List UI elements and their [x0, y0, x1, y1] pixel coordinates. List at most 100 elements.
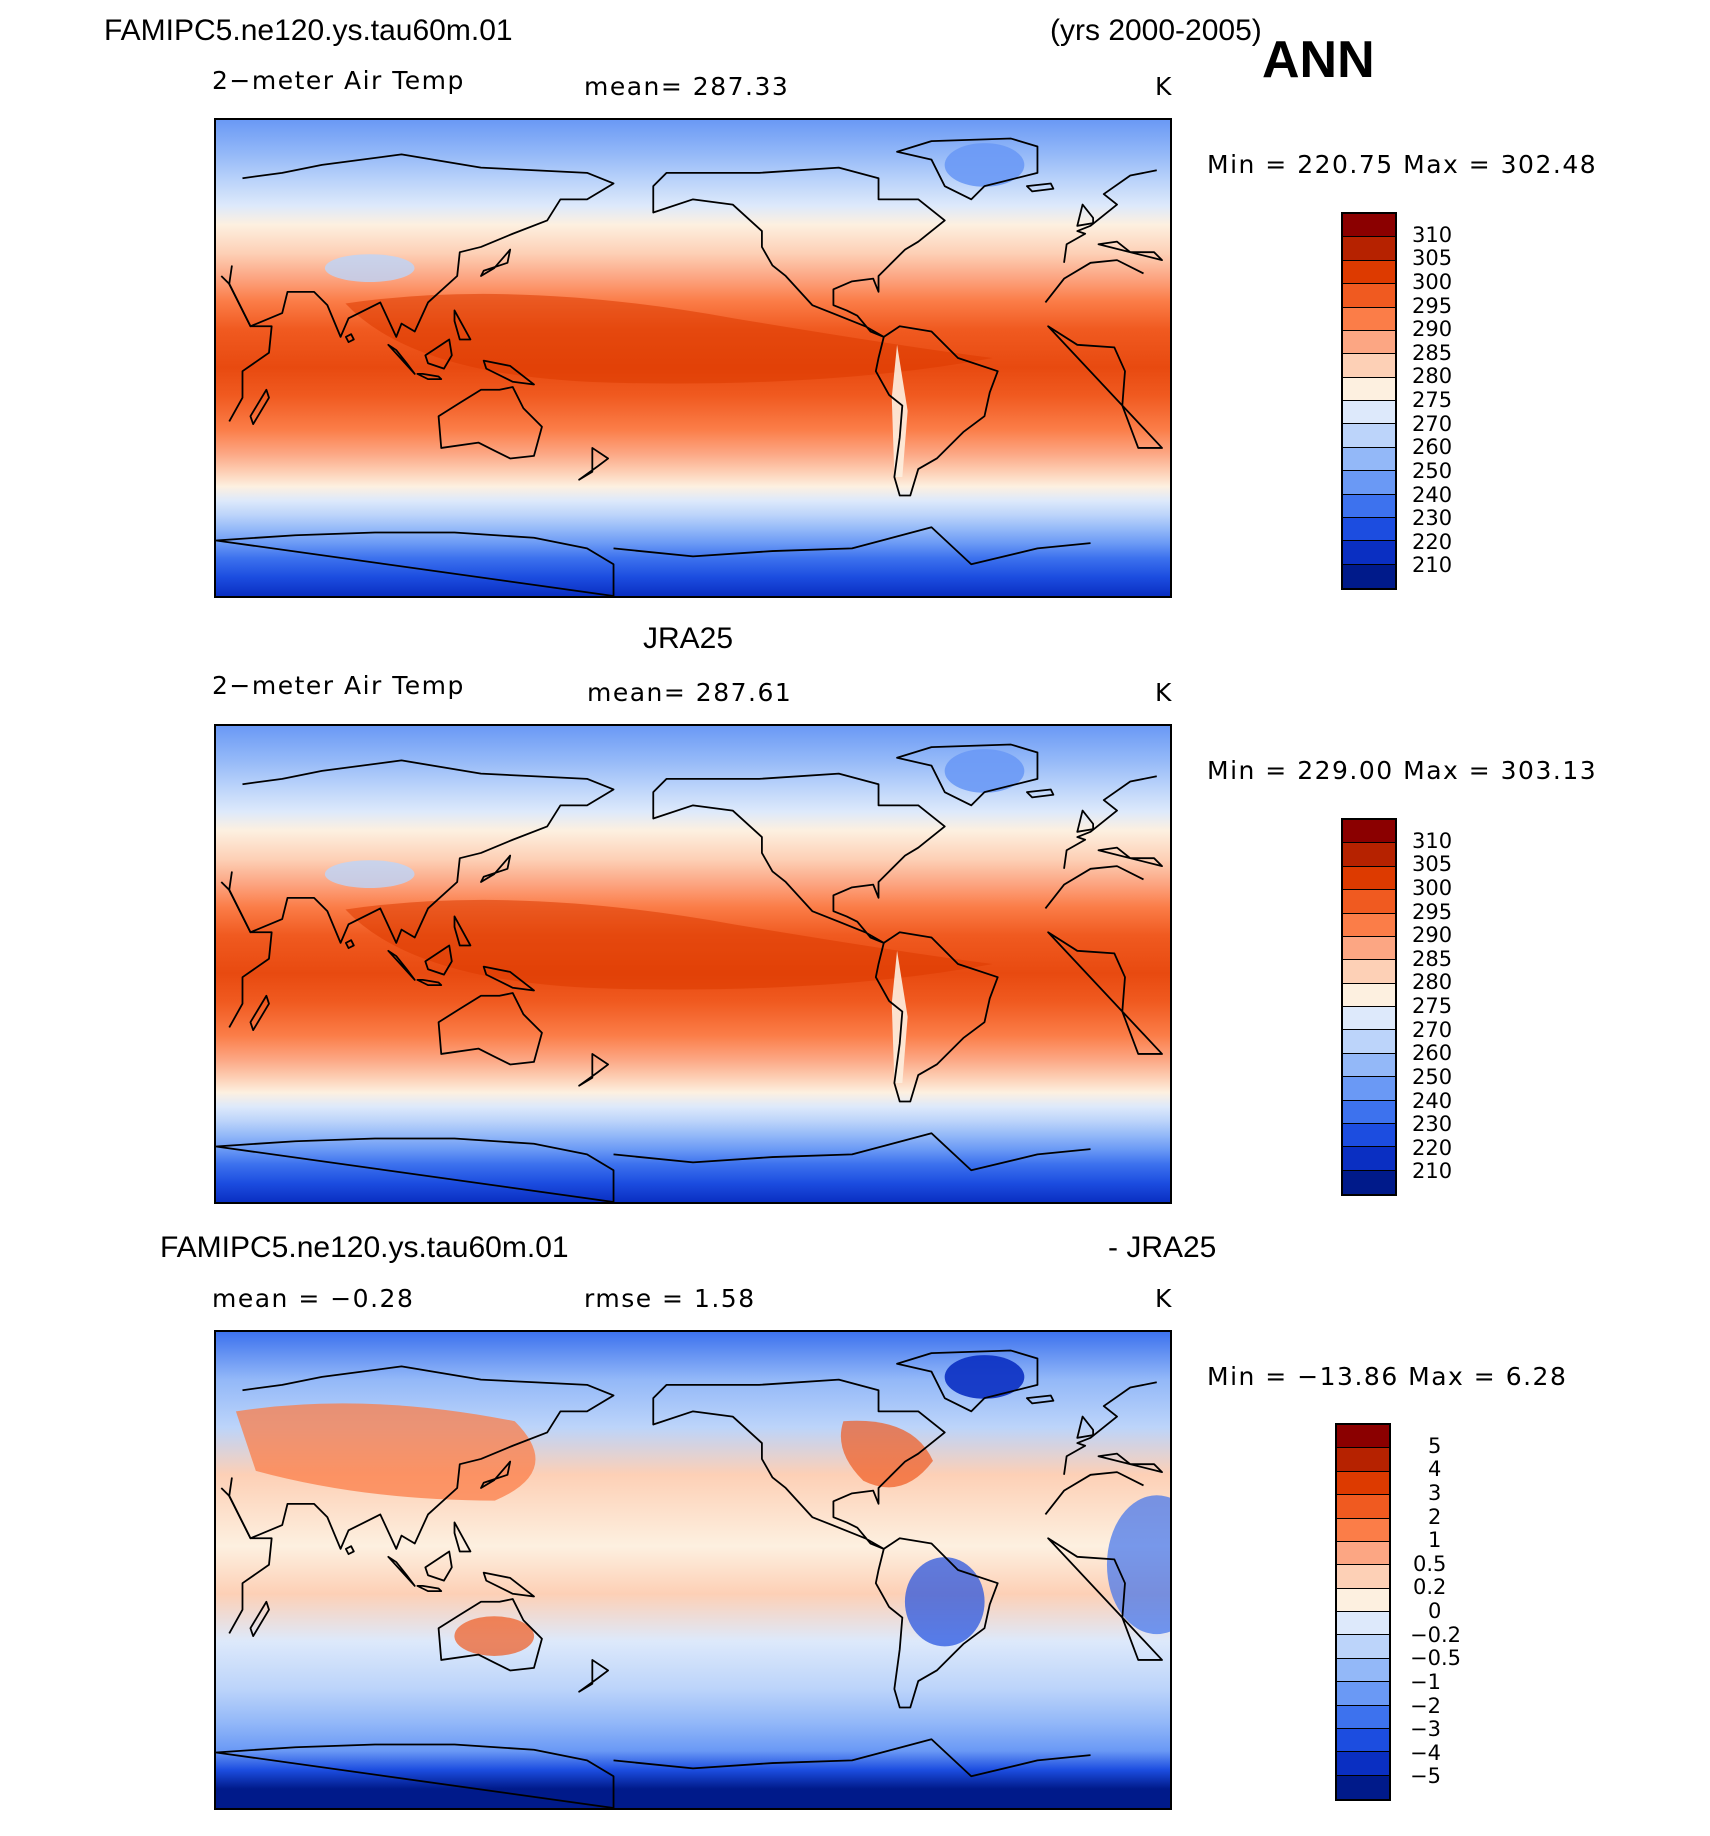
colorbar-tick-label: 275	[1412, 994, 1453, 1018]
panel2-map-graphic	[216, 726, 1170, 1202]
colorbar-tick-label: 3	[1428, 1480, 1442, 1505]
colorbar-tick-label: 240	[1412, 482, 1453, 507]
colorbar-swatch	[1343, 354, 1395, 378]
panel3-title: FAMIPC5.ne120.ys.tau60m.01	[160, 1231, 569, 1264]
panel3-colorbar	[1335, 1423, 1391, 1801]
colorbar-tick-label: 230	[1412, 506, 1453, 531]
colorbar-swatch	[1343, 960, 1395, 984]
panel2-range: Min = 229.00 Max = 303.13	[1207, 756, 1598, 785]
years-label: (yrs 2000-2005)	[1050, 14, 1262, 47]
colorbar-swatch	[1337, 1565, 1389, 1589]
colorbar-tick-label: 210	[1412, 553, 1453, 578]
colorbar-swatch	[1337, 1658, 1389, 1683]
colorbar-swatch	[1343, 401, 1395, 425]
colorbar-swatch	[1343, 377, 1395, 401]
colorbar-tick-label: −5	[1410, 1764, 1441, 1789]
colorbar-swatch	[1343, 983, 1395, 1007]
colorbar-swatch	[1343, 1123, 1395, 1148]
colorbar-swatch	[1343, 1077, 1395, 1101]
colorbar-swatch	[1343, 913, 1395, 937]
colorbar-tick-label: 4	[1428, 1457, 1442, 1482]
colorbar-swatch	[1337, 1682, 1389, 1706]
colorbar-swatch	[1337, 1728, 1389, 1753]
colorbar-tick-label: 310	[1412, 828, 1453, 853]
colorbar-swatch	[1337, 1705, 1389, 1729]
colorbar-swatch	[1343, 237, 1395, 261]
colorbar-swatch	[1343, 284, 1395, 308]
panel3-units: K	[1155, 1284, 1173, 1313]
colorbar-tick-label: 0.5	[1413, 1551, 1447, 1576]
colorbar-swatch	[1343, 564, 1395, 588]
colorbar-swatch	[1343, 1053, 1395, 1078]
colorbar-tick-label: 285	[1412, 946, 1453, 971]
colorbar-swatch	[1343, 890, 1395, 914]
colorbar-tick-label: 300	[1412, 269, 1453, 294]
colorbar-swatch	[1343, 494, 1395, 518]
panel2-variable: 2−meter Air Temp	[212, 671, 465, 700]
colorbar-swatch	[1343, 1007, 1395, 1031]
colorbar-swatch	[1343, 330, 1395, 355]
colorbar-swatch	[1343, 307, 1395, 331]
colorbar-swatch	[1343, 820, 1395, 844]
panel1-variable: 2−meter Air Temp	[212, 66, 465, 95]
colorbar-tick-label: 270	[1412, 1017, 1453, 1042]
colorbar-tick-label: 220	[1412, 1135, 1453, 1160]
panel2-colorbar	[1341, 818, 1397, 1196]
colorbar-swatch	[1343, 447, 1395, 472]
colorbar-tick-label: 5	[1428, 1433, 1442, 1458]
colorbar-swatch	[1337, 1635, 1389, 1659]
panel2-title: JRA25	[643, 622, 734, 655]
panel1-mean: mean= 287.33	[584, 72, 790, 101]
colorbar-swatch	[1337, 1448, 1389, 1472]
panel1-map	[214, 118, 1172, 598]
colorbar-swatch	[1337, 1612, 1389, 1636]
colorbar-tick-label: 230	[1412, 1112, 1453, 1137]
colorbar-tick-label: 260	[1412, 1041, 1453, 1066]
colorbar-swatch	[1337, 1495, 1389, 1519]
panel3-mean: mean = −0.28	[212, 1284, 415, 1313]
colorbar-tick-label: −1	[1410, 1669, 1441, 1694]
colorbar-swatch	[1343, 260, 1395, 285]
panel2-mean: mean= 287.61	[587, 678, 793, 707]
colorbar-tick-label: 250	[1412, 1064, 1453, 1089]
colorbar-tick-label: 2	[1428, 1504, 1442, 1529]
panel3-map-graphic	[216, 1332, 1170, 1808]
colorbar-swatch	[1337, 1588, 1389, 1612]
colorbar-tick-label: −3	[1410, 1717, 1441, 1742]
colorbar-tick-label: 290	[1412, 317, 1453, 342]
colorbar-swatch	[1343, 1170, 1395, 1194]
panel2-units: K	[1155, 678, 1173, 707]
colorbar-tick-label: 260	[1412, 435, 1453, 460]
colorbar-tick-label: 280	[1412, 364, 1453, 389]
panel3-map	[214, 1330, 1172, 1810]
colorbar-swatch	[1343, 424, 1395, 448]
panel3-rmse: rmse = 1.58	[584, 1284, 756, 1313]
colorbar-swatch	[1343, 1147, 1395, 1171]
colorbar-swatch	[1337, 1425, 1389, 1449]
colorbar-tick-label: 1	[1428, 1528, 1442, 1553]
colorbar-tick-label: 305	[1412, 852, 1453, 877]
colorbar-tick-label: 0	[1428, 1599, 1442, 1623]
colorbar-tick-label: 275	[1412, 388, 1453, 412]
colorbar-swatch	[1343, 936, 1395, 961]
panel1-colorbar	[1341, 212, 1397, 590]
colorbar-tick-label: −0.2	[1410, 1622, 1461, 1647]
colorbar-tick-label: 290	[1412, 923, 1453, 948]
colorbar-tick-label: 295	[1412, 293, 1453, 318]
colorbar-tick-label: 285	[1412, 340, 1453, 365]
case-name-title: FAMIPC5.ne120.ys.tau60m.01	[104, 14, 513, 47]
colorbar-tick-label: 305	[1412, 246, 1453, 271]
colorbar-tick-label: 240	[1412, 1088, 1453, 1113]
colorbar-swatch	[1343, 1030, 1395, 1054]
colorbar-tick-label: 295	[1412, 899, 1453, 924]
colorbar-swatch	[1337, 1541, 1389, 1566]
colorbar-tick-label: 0.2	[1413, 1575, 1447, 1600]
panel3-range: Min = −13.86 Max = 6.28	[1207, 1362, 1568, 1391]
colorbar-swatch	[1343, 471, 1395, 495]
colorbar-swatch	[1337, 1752, 1389, 1776]
colorbar-tick-label: 220	[1412, 529, 1453, 554]
colorbar-swatch	[1343, 1100, 1395, 1124]
colorbar-tick-label: 310	[1412, 222, 1453, 247]
colorbar-swatch	[1337, 1471, 1389, 1496]
